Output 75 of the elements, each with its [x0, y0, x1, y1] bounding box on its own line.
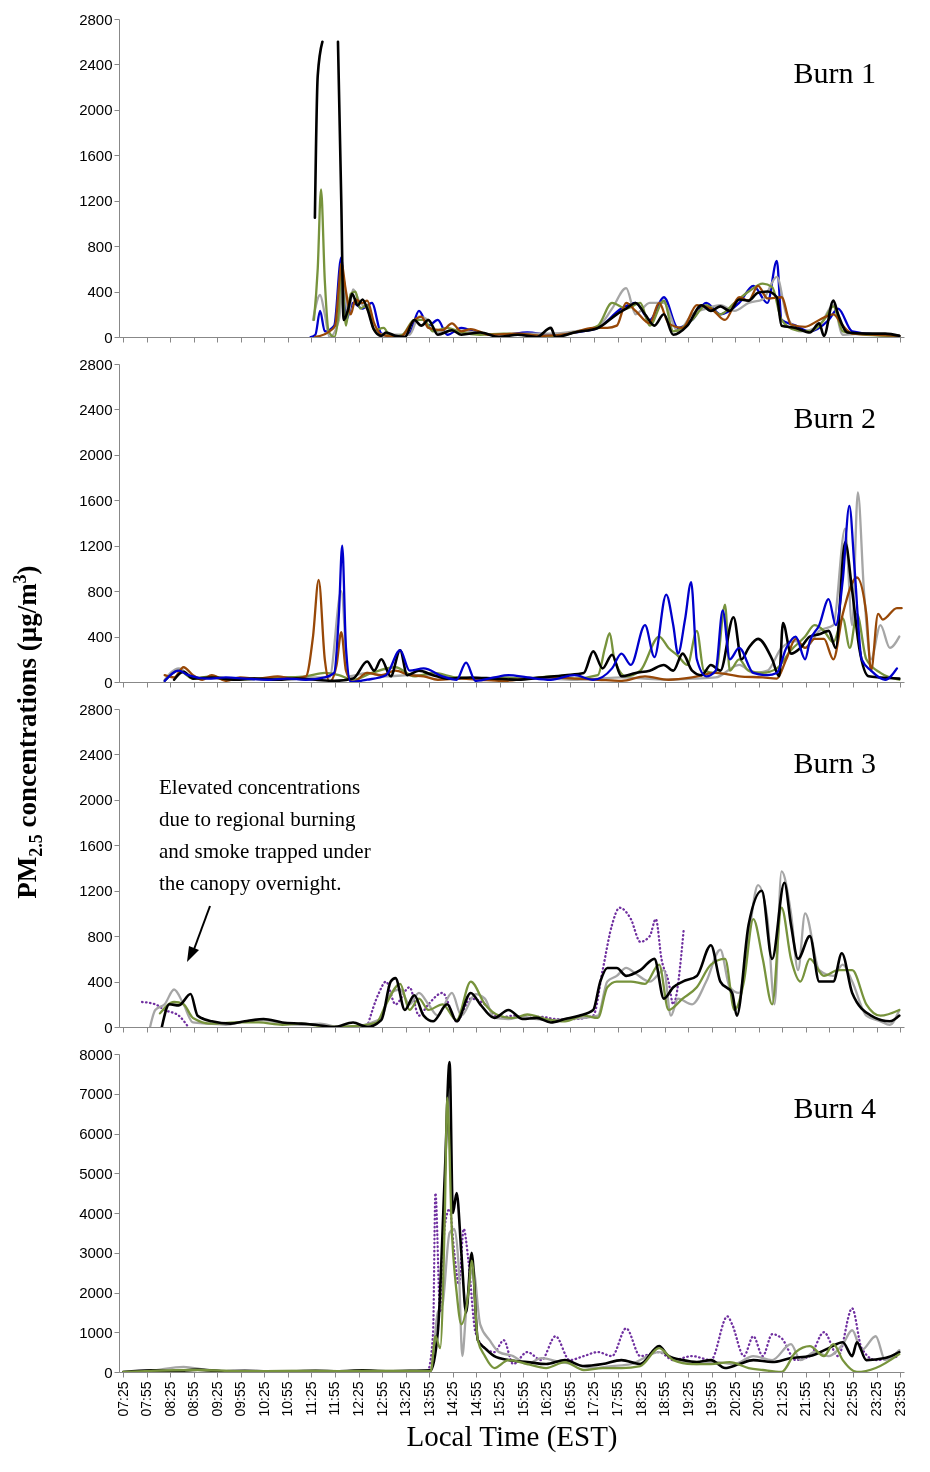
annotation: Elevated concentrations due to regional burning and smoke trapped under the canopy overnight.: [159, 775, 371, 895]
x-axis-title: Local Time (EST): [406, 1419, 618, 1453]
y-tick-label: 0: [104, 1363, 113, 1381]
x-tick-label: 13:55: [420, 1381, 437, 1417]
y-tick-label: 400: [87, 628, 113, 646]
x-tick-label: 21:55: [797, 1381, 814, 1417]
y-tick-label: 2400: [79, 745, 113, 763]
y-tick-label: 2000: [79, 791, 113, 809]
y-tick-label: 0: [104, 328, 113, 346]
y-tick-label: 1600: [79, 491, 113, 509]
y-tick-label: 1000: [79, 1323, 113, 1341]
x-tick-label: 18:55: [656, 1381, 673, 1417]
y-tick-label: 7000: [79, 1085, 113, 1103]
x-tick-label: 12:55: [373, 1381, 390, 1417]
x-tick-label: 09:55: [232, 1381, 249, 1417]
x-tick-label: 17:55: [609, 1381, 626, 1417]
x-tick-label: 14:25: [444, 1381, 461, 1417]
y-tick-label: 1200: [79, 537, 113, 555]
y-tick-label: 2400: [79, 55, 113, 73]
x-tick-label: 20:55: [750, 1381, 767, 1417]
line-series: [158, 906, 901, 1027]
y-tick-label: 3000: [79, 1244, 113, 1262]
x-tick-label: 18:25: [632, 1381, 649, 1417]
x-tick-label: 14:55: [467, 1381, 484, 1417]
x-tick-label: 23:25: [868, 1381, 885, 1417]
y-tick-label: 1600: [79, 836, 113, 854]
y-tick-label: 2000: [79, 101, 113, 119]
text: Burn 4: [793, 1091, 876, 1124]
y-tick-label: 800: [87, 927, 113, 945]
x-tick-label: 09:25: [208, 1381, 225, 1417]
y-tick-label: 4000: [79, 1204, 113, 1222]
x-tick-label: 22:55: [844, 1381, 861, 1417]
y-tick-label: 2800: [79, 355, 113, 373]
text: Burn 3: [793, 746, 876, 779]
y-tick-label: 6000: [79, 1125, 113, 1142]
y-tick-label: 400: [87, 283, 113, 301]
x-tick-label: 20:25: [726, 1381, 743, 1417]
x-tick-label: 22:25: [820, 1381, 837, 1417]
y-tick-label: 2400: [79, 400, 113, 418]
x-tick-label: 15:55: [514, 1381, 531, 1417]
x-tick-label: 08:55: [185, 1381, 202, 1417]
x-tick-label: 21:25: [773, 1381, 790, 1417]
x-tick-label: 15:25: [491, 1381, 508, 1417]
x-tick-label: 13:25: [397, 1381, 414, 1417]
x-tick-label: 11:25: [302, 1381, 319, 1416]
x-tick-label: 10:55: [279, 1381, 296, 1417]
y-tick-label: 2800: [79, 10, 113, 28]
x-tick-label: 16:55: [561, 1381, 578, 1417]
y-tick-label: 1600: [79, 146, 113, 164]
y-tick-label: 5000: [79, 1164, 113, 1182]
y-tick-label: 0: [104, 673, 113, 691]
y-tick-label: 400: [87, 973, 113, 991]
x-tick-label: 17:25: [585, 1381, 602, 1417]
x-tick-label: 23:55: [891, 1381, 908, 1417]
y-tick-label: 0: [104, 1018, 113, 1036]
x-tick-label: 12:25: [350, 1381, 367, 1417]
x-tick-label: 08:25: [161, 1381, 178, 1417]
x-tick-label: 19:55: [703, 1381, 720, 1417]
y-tick-label: 1200: [79, 192, 113, 210]
y-tick-label: 2800: [79, 700, 113, 718]
y-tick-label: 2000: [79, 1284, 113, 1301]
x-tick-label: 07:55: [138, 1381, 155, 1417]
y-tick-label: 1200: [79, 882, 113, 900]
y-tick-label: 800: [87, 237, 113, 255]
x-tick-label: 10:25: [255, 1381, 272, 1417]
text: Burn 2: [793, 401, 876, 434]
x-tick-label: 16:25: [538, 1381, 555, 1417]
y-tick-label: 8000: [79, 1045, 113, 1063]
y-tick-label: 2000: [79, 446, 113, 464]
x-tick-label: 11:55: [326, 1381, 343, 1416]
text: Burn 1: [793, 56, 876, 89]
x-tick-label: 19:25: [679, 1381, 696, 1417]
line-series: [163, 576, 903, 682]
x-tick-label: 07:25: [114, 1381, 131, 1417]
y-tick-label: 800: [87, 582, 113, 600]
